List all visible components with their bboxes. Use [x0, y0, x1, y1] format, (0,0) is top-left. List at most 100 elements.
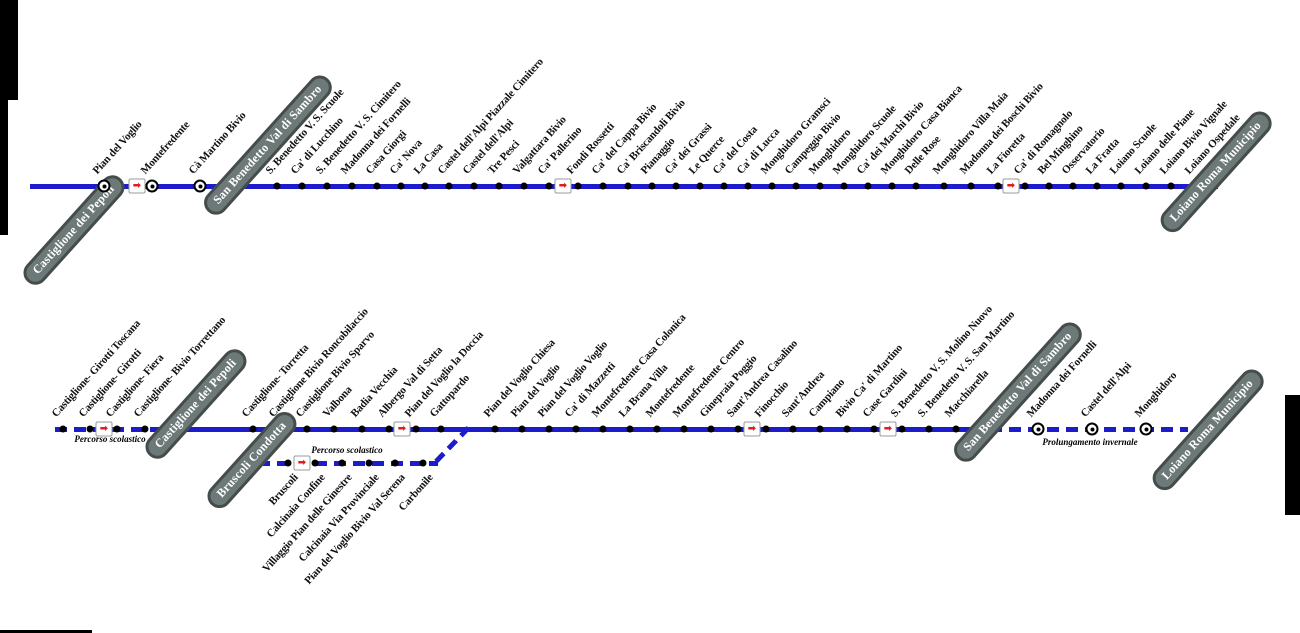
- station-dot-marker: [768, 182, 776, 190]
- station-label: Monghidoro: [1132, 369, 1180, 420]
- station-dot-marker: [491, 425, 499, 433]
- station-dot-marker: [113, 425, 121, 433]
- station-dot-marker: [1045, 182, 1053, 190]
- station-label: Pian del Voglio: [90, 118, 145, 177]
- station-ring-core: [198, 184, 202, 188]
- station-dot-marker: [940, 182, 948, 190]
- station-dot-marker: [419, 459, 427, 467]
- station-dot-marker: [284, 459, 292, 467]
- station-dot-marker: [696, 182, 704, 190]
- station-dot-marker: [792, 182, 800, 190]
- station-dot-marker: [391, 459, 399, 467]
- station-ring-core: [150, 184, 154, 188]
- scan-edge-black-bar: [0, 630, 92, 633]
- station-dot-marker: [1142, 182, 1150, 190]
- station-dot-marker: [249, 425, 257, 433]
- station-dot-marker: [330, 425, 338, 433]
- station-dot-marker: [762, 425, 770, 433]
- station-dot-marker: [373, 182, 381, 190]
- station-dot-marker: [59, 425, 67, 433]
- service-note-label: Percorso scolastico: [311, 445, 383, 455]
- station-dot-marker: [572, 425, 580, 433]
- station-dot-marker: [599, 182, 607, 190]
- station-dot-marker: [816, 182, 824, 190]
- station-ring-core: [1090, 427, 1094, 431]
- station-dot-marker: [348, 182, 356, 190]
- station-dot-marker: [734, 425, 742, 433]
- station-dot-marker: [744, 182, 752, 190]
- station-dot-marker: [495, 182, 503, 190]
- station-ring-core: [1144, 427, 1148, 431]
- station-dot-marker: [925, 425, 933, 433]
- station-label: Castel dell'Alpi: [1078, 360, 1134, 420]
- station-dot-marker: [397, 182, 405, 190]
- station-dot-marker: [994, 182, 1002, 190]
- station-dot-marker: [816, 425, 824, 433]
- station-ring-core: [1036, 427, 1040, 431]
- station-dot-marker: [680, 425, 688, 433]
- transfer-arrow-icon: ➡: [554, 178, 572, 194]
- station-dot-marker: [303, 425, 311, 433]
- station-dot-marker: [599, 425, 607, 433]
- station-dot-marker: [870, 425, 878, 433]
- station-dot-marker: [385, 425, 393, 433]
- station-dot-marker: [520, 182, 528, 190]
- station-dot-marker: [912, 182, 920, 190]
- station-ring-marker: [145, 179, 159, 193]
- station-dot-marker: [141, 425, 149, 433]
- service-note-label: Percorso scolastico: [74, 434, 146, 444]
- station-dot-marker: [311, 459, 319, 467]
- station-dot-marker: [952, 425, 960, 433]
- station-dot-marker: [624, 182, 632, 190]
- scan-edge-black-bar: [0, 0, 18, 100]
- route-line-segment-dashed: [258, 460, 438, 466]
- station-dot-marker: [720, 182, 728, 190]
- station-dot-marker: [626, 425, 634, 433]
- station-dot-marker: [1021, 182, 1029, 190]
- station-dot-marker: [298, 182, 306, 190]
- route-line-segment: [30, 183, 1218, 189]
- station-dot-marker: [545, 182, 553, 190]
- station-dot-marker: [843, 425, 851, 433]
- station-dot-marker: [437, 425, 445, 433]
- scan-edge-black-bar: [0, 98, 8, 235]
- transfer-arrow-icon: ➡: [1002, 178, 1020, 194]
- station-ring-marker: [193, 179, 207, 193]
- station-dot-marker: [648, 182, 656, 190]
- station-dot-marker: [323, 182, 331, 190]
- station-ring-marker: [1031, 422, 1045, 436]
- station-dot-marker: [888, 182, 896, 190]
- station-dot-marker: [445, 182, 453, 190]
- scan-edge-black-bar: [1285, 395, 1300, 515]
- station-dot-marker: [707, 425, 715, 433]
- station-dot-marker: [574, 182, 582, 190]
- station-dot-marker: [412, 425, 420, 433]
- transfer-arrow-icon: ➡: [879, 421, 897, 437]
- station-dot-marker: [898, 425, 906, 433]
- station-dot-marker: [338, 459, 346, 467]
- station-dot-marker: [1117, 182, 1125, 190]
- transfer-arrow-icon: ➡: [128, 178, 146, 194]
- station-dot-marker: [86, 425, 94, 433]
- route-line-segment: [183, 426, 990, 432]
- station-dot-marker: [653, 425, 661, 433]
- station-dot-marker: [840, 182, 848, 190]
- station-dot-marker: [789, 425, 797, 433]
- transfer-arrow-icon: ➡: [743, 421, 761, 437]
- station-dot-marker: [470, 182, 478, 190]
- transfer-arrow-icon: ➡: [393, 421, 411, 437]
- service-note-label: Prolungamento invernale: [1042, 437, 1138, 447]
- station-dot-marker: [1093, 182, 1101, 190]
- station-ring-marker: [1139, 422, 1153, 436]
- station-dot-marker: [864, 182, 872, 190]
- station-dot-marker: [365, 459, 373, 467]
- station-dot-marker: [421, 182, 429, 190]
- transfer-arrow-icon: ➡: [293, 455, 311, 471]
- station-dot-marker: [672, 182, 680, 190]
- station-ring-marker: [97, 179, 111, 193]
- station-ring-marker: [1085, 422, 1099, 436]
- station-dot-marker: [358, 425, 366, 433]
- station-dot-marker: [1167, 182, 1175, 190]
- transfer-arrow-icon: ➡: [95, 421, 113, 437]
